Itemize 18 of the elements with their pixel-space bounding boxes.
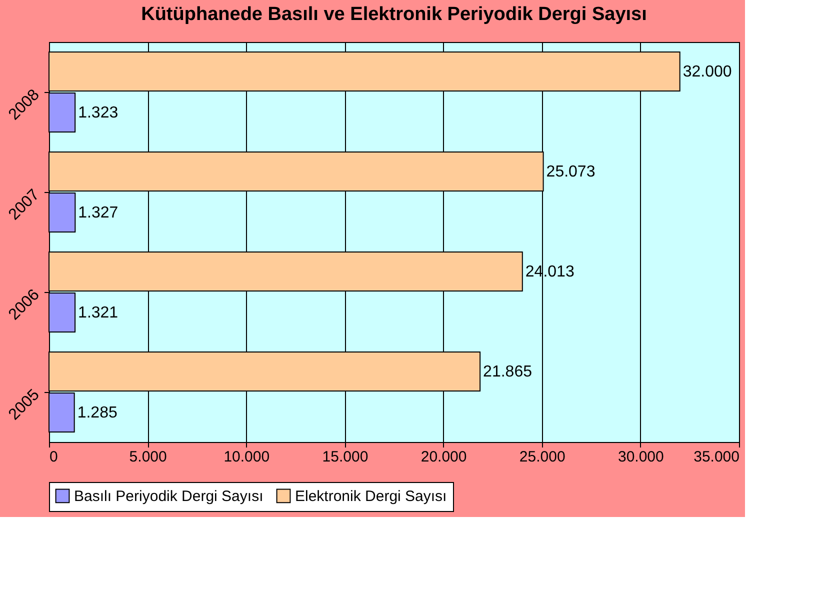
data-label: 32.000 [682, 63, 732, 80]
x-tick-label: 0 [50, 448, 58, 466]
x-tick-label: 5.000 [129, 448, 167, 466]
legend-label: Basılı Periyodik Dergi Sayısı [74, 488, 264, 505]
chart-title: Kütüphanede Basılı ve Elektronik Periyodik Dergi Sayısı [141, 4, 647, 25]
x-tick-label: 15.000 [322, 448, 368, 466]
legend-label: Elektronik Dergi Sayısı [295, 488, 447, 505]
x-tick-label: 35.000 [694, 448, 740, 466]
data-label: 1.321 [78, 304, 118, 322]
x-tick-label: 20.000 [420, 448, 467, 466]
x-tick-label: 25.000 [519, 448, 566, 466]
x-tick-label: 30.000 [618, 448, 664, 466]
x-tick-label: 10.000 [224, 448, 270, 466]
data-label: 1.327 [78, 204, 118, 222]
data-label: 21.865 [483, 363, 532, 380]
data-label: 1.285 [77, 404, 118, 422]
data-label: 25.073 [546, 163, 596, 180]
data-label: 1.323 [78, 104, 118, 122]
